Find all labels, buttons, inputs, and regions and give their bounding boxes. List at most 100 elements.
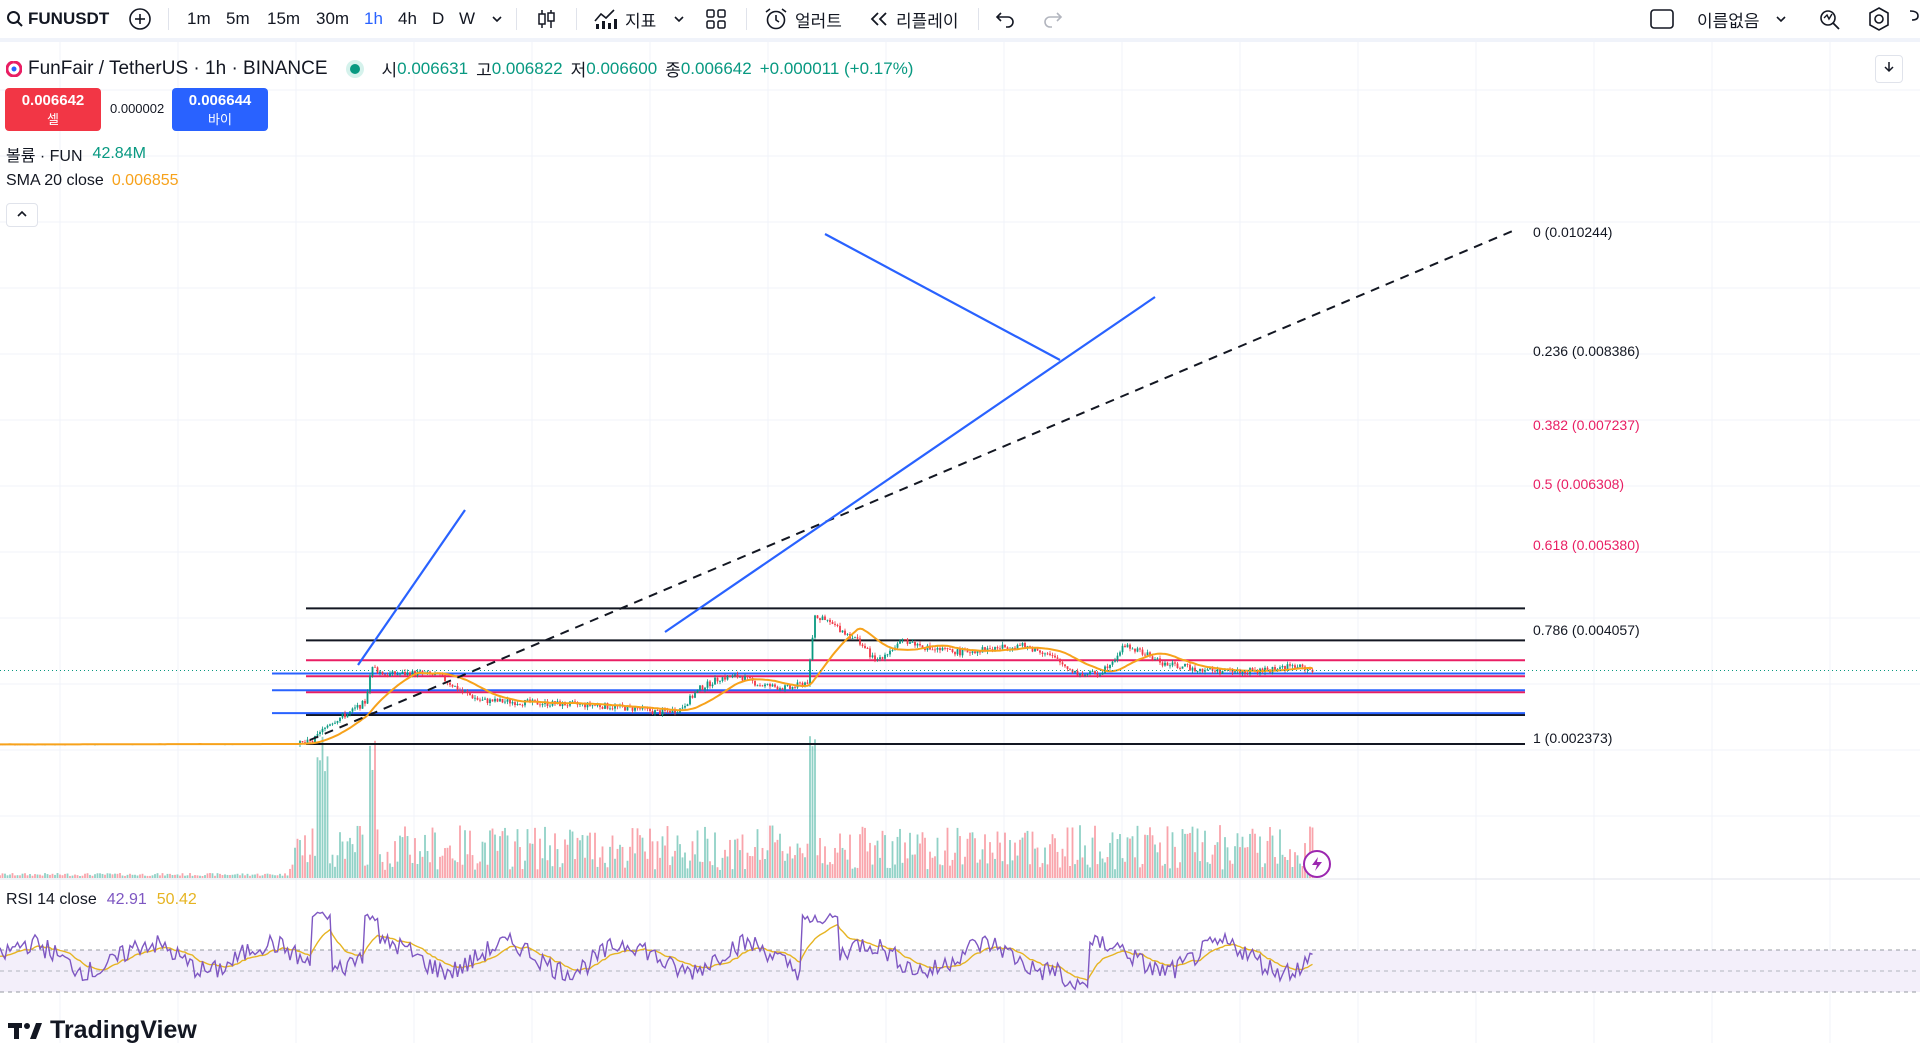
lightning-icon[interactable]: [1303, 850, 1331, 878]
volume-bar: [594, 832, 596, 878]
volume-bar: [324, 771, 326, 878]
candle-body: [716, 677, 719, 682]
indicators-menu-button[interactable]: [672, 0, 686, 38]
chart-type-button[interactable]: [534, 0, 558, 38]
interval-1m[interactable]: 1m: [187, 9, 211, 28]
volume-bar: [1301, 866, 1304, 878]
add-circle-icon: [128, 7, 152, 31]
volume-bar: [676, 835, 679, 878]
volume-bar: [689, 860, 691, 878]
interval-15m[interactable]: 15m: [267, 9, 301, 28]
rsi-ma-line: [0, 923, 1313, 981]
layout-name-button[interactable]: 이름없음: [1697, 0, 1760, 38]
volume-bar: [1144, 834, 1146, 878]
layout-menu-button[interactable]: [1774, 0, 1788, 38]
candle-body: [1294, 665, 1296, 668]
volume-bar: [939, 864, 941, 878]
candle-body: [1014, 647, 1016, 649]
volume-bar: [736, 838, 739, 878]
candle-body: [1124, 645, 1126, 648]
candle-body: [316, 733, 319, 736]
volume-bar: [416, 863, 419, 878]
volume-bar: [476, 863, 479, 878]
volume-bar: [1209, 863, 1211, 878]
candle-body: [1201, 668, 1204, 672]
high-value: 0.006822: [491, 58, 563, 78]
interval-d[interactable]: D: [432, 9, 445, 28]
candle-body: [1186, 663, 1189, 665]
top-toolbar: FUNUSDT 1m 5m 15m 30m 1h 4h D W 지표: [0, 0, 1920, 42]
settings-button[interactable]: [1866, 0, 1892, 38]
volume-bar: [1004, 832, 1006, 878]
layouts-button[interactable]: [704, 0, 728, 38]
volume-bar: [1264, 863, 1266, 878]
candle-body: [1021, 643, 1024, 646]
fullscreen-toggle-button[interactable]: [1649, 0, 1675, 38]
candle-body: [794, 686, 796, 688]
layout-name: 이름없음: [1697, 11, 1760, 31]
interval-4h[interactable]: 4h: [398, 9, 417, 28]
candle-body: [781, 688, 784, 690]
volume-bar: [326, 756, 329, 878]
candle-body: [719, 680, 721, 682]
indicators-button[interactable]: 지표: [593, 0, 656, 38]
undo-button[interactable]: [994, 0, 1016, 38]
compare-button[interactable]: [128, 0, 152, 38]
volume-bar: [816, 855, 819, 878]
interval-30m[interactable]: 30m: [316, 9, 350, 28]
volume-bar: [651, 841, 654, 878]
volume-bar: [36, 874, 39, 878]
volume-bar: [844, 849, 846, 878]
volume-bar: [1146, 835, 1149, 878]
volume-bar: [1091, 837, 1094, 878]
sell-button[interactable]: 0.006642 셀: [5, 88, 101, 131]
volume-bar: [371, 769, 374, 878]
interval-5m[interactable]: 5m: [226, 9, 250, 28]
volume-bar: [794, 855, 796, 878]
volume-bar: [1074, 864, 1076, 878]
candle-body: [1289, 664, 1291, 666]
candle-body: [916, 643, 919, 646]
volume-bar: [619, 844, 621, 878]
candle-body: [594, 705, 596, 707]
candle-body: [521, 704, 524, 706]
volume-legend[interactable]: 볼륨 · FUN 42.84M: [6, 142, 146, 166]
scroll-to-latest-button[interactable]: [1875, 55, 1903, 83]
symbol-title[interactable]: FunFair / TetherUS · 1h · BINANCE: [28, 57, 328, 79]
candle-body: [839, 625, 841, 633]
volume-bar: [381, 861, 384, 878]
candle-body: [1169, 665, 1171, 667]
chevron-down-icon: [490, 12, 504, 26]
sma-legend[interactable]: SMA 20 close 0.006855: [6, 172, 179, 190]
alert-button[interactable]: 얼러트: [763, 0, 842, 38]
buy-button[interactable]: 0.006644 바이: [172, 88, 268, 131]
volume-bar: [761, 847, 764, 878]
volume-bar: [961, 864, 964, 878]
replay-button[interactable]: 리플레이: [868, 0, 959, 38]
candle-body: [784, 685, 786, 690]
candle-body: [786, 685, 789, 686]
interval-menu-button[interactable]: [490, 0, 504, 38]
candle-body: [1166, 662, 1169, 666]
volume-bar: [1016, 855, 1019, 878]
candle-body: [701, 685, 704, 690]
interval-w[interactable]: W: [459, 9, 476, 28]
volume-bar: [339, 832, 341, 878]
volume-bar: [1119, 834, 1121, 878]
candle-body: [696, 689, 699, 693]
volume-bar: [499, 836, 501, 878]
more-button[interactable]: [1908, 0, 1920, 38]
rsi-legend[interactable]: RSI 14 close 42.91 50.42: [6, 891, 197, 909]
volume-bar: [1026, 830, 1029, 878]
interval-1h[interactable]: 1h: [364, 9, 383, 28]
redo-button[interactable]: [1042, 0, 1064, 38]
volume-bar: [474, 869, 476, 878]
candle-body: [821, 616, 824, 621]
symbol-search-button[interactable]: FUNUSDT: [6, 0, 109, 38]
volume-bar: [656, 841, 659, 878]
candle-body: [724, 677, 726, 680]
candle-body: [829, 619, 831, 623]
collapse-legend-button[interactable]: [6, 203, 38, 227]
quick-search-button[interactable]: [1817, 0, 1843, 38]
